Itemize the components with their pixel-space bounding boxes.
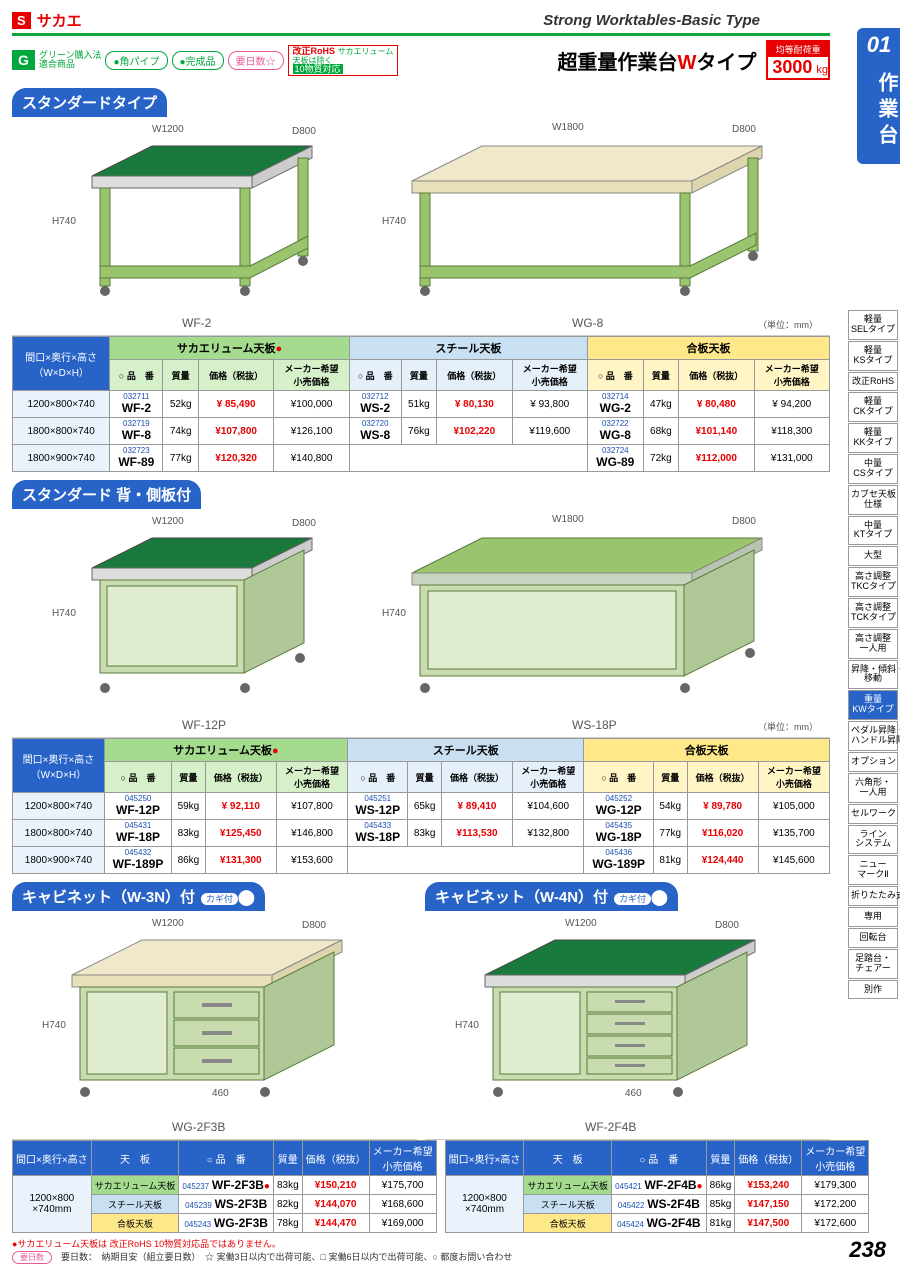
side-nav-item[interactable]: 大型: [848, 546, 898, 566]
dim-label: 460: [212, 1088, 229, 1099]
side-nav-item[interactable]: 回転台: [848, 928, 898, 948]
side-nav-item[interactable]: ペダル昇降・ ハンドル昇降: [848, 721, 898, 751]
side-nav-item[interactable]: 中量 KTタイプ: [848, 516, 898, 546]
model-label: WG-2F3B: [172, 1120, 225, 1134]
side-nav-item[interactable]: 中量 CSタイプ: [848, 454, 898, 484]
dim-label: W1200: [152, 516, 184, 527]
section1-table: 間口×奥行×高さ （W×D×H）サカエリューム天板●スチール天板合板天板○ 品 …: [12, 336, 830, 472]
side-nav-item[interactable]: 高さ調整 一人用: [848, 629, 898, 659]
side-nav-item[interactable]: オプション: [848, 752, 898, 772]
section3-left-image: W1200 D800 H740 460 WG-2F3B: [12, 910, 417, 1140]
dim-label: W1200: [152, 124, 184, 135]
dim-label: H740: [42, 1020, 66, 1031]
side-tab: 01 作業台: [857, 28, 900, 164]
section3-right-image: W1200 D800 H740 460 WF-2F4B: [425, 910, 830, 1140]
footnote-1: ●サカエリューム天板は 改正RoHS 10物質対応品ではありません。: [12, 1237, 830, 1250]
dim-label: D800: [302, 920, 326, 931]
side-nav-item[interactable]: 軽量 SELタイプ: [848, 310, 898, 340]
model-label: WG-8: [572, 316, 603, 330]
section3-right-table: 間口×奥行×高さ天 板○ 品 番質量価格（税抜）メーカー希望 小売価格1200×…: [445, 1140, 870, 1233]
dim-label: H740: [455, 1020, 479, 1031]
side-nav-item[interactable]: ニュー マークⅡ: [848, 855, 898, 885]
side-nav-item[interactable]: 専用: [848, 907, 898, 927]
section3-right-title: キャビネット（W-4N）付カギ付⬤: [425, 882, 678, 911]
section2-title: スタンダード 背・側板付: [12, 480, 201, 509]
side-nav-item[interactable]: セルワーク: [848, 804, 898, 824]
dim-label: W1800: [552, 122, 584, 133]
workbench-wg8-icon: [392, 136, 792, 316]
tab-number: 01: [857, 28, 900, 62]
model-label: WF-12P: [182, 718, 226, 732]
model-label: WF-2: [182, 316, 211, 330]
model-label: WF-2F4B: [585, 1120, 636, 1134]
side-nav-item[interactable]: カブセ天板 仕様: [848, 485, 898, 515]
section3-left-title: キャビネット（W-3N）付カギ付⬤: [12, 882, 265, 911]
side-nav-item[interactable]: 軽量 CKタイプ: [848, 392, 898, 422]
workbench-wf2-icon: [72, 136, 332, 316]
workbench-wf12p-icon: [72, 528, 332, 718]
load-capacity: 均等耐荷重 3000kg: [766, 40, 830, 80]
side-nav-item[interactable]: 改正RoHS: [848, 372, 898, 392]
logo-text: サカエ: [37, 10, 82, 31]
badge-pipe: ●角パイプ: [105, 51, 167, 70]
dim-label: D800: [732, 124, 756, 135]
unit-note: （単位：mm）: [758, 318, 818, 331]
side-nav-item[interactable]: 軽量 KKタイプ: [848, 423, 898, 453]
dim-label: H740: [382, 608, 406, 619]
dim-label: W1200: [565, 918, 597, 929]
dim-label: D800: [292, 126, 316, 137]
workbench-wg2f3b-icon: [52, 930, 362, 1120]
badge-days: 要日数☆: [228, 51, 284, 70]
header: S サカエ Strong Worktables-Basic Type: [12, 10, 830, 31]
model-label: WS-18P: [572, 718, 617, 732]
logo-icon: S: [12, 12, 31, 29]
green-badge-icon: G: [12, 50, 35, 70]
side-nav-item[interactable]: 重量 KWタイプ: [848, 690, 898, 720]
dim-label: D800: [292, 518, 316, 529]
dim-label: H740: [52, 216, 76, 227]
dim-label: D800: [715, 920, 739, 931]
page-title: 超重量作業台Wタイプ: [557, 46, 756, 75]
section1-images: W1200 D800 H740 WF-2 W1800 D800 H740 WG-…: [12, 116, 830, 336]
footnote-2: 要日数 要日数： 納期目安（組立要日数） ☆ 実働3日以内で出荷可能、□ 実働6…: [12, 1250, 830, 1263]
green-badge-text: グリーン購入法 適合商品: [39, 51, 102, 69]
section3-left-table: 間口×奥行×高さ天 板○ 品 番質量価格（税抜）メーカー希望 小売価格1200×…: [12, 1140, 437, 1233]
subtitle: Strong Worktables-Basic Type: [543, 12, 760, 29]
workbench-ws18p-icon: [392, 528, 792, 718]
side-nav-item[interactable]: 高さ調整 TKCタイプ: [848, 567, 898, 597]
side-nav-item[interactable]: 折りたたみ式: [848, 886, 898, 906]
side-nav-item[interactable]: 別作: [848, 980, 898, 1000]
side-nav-item[interactable]: 昇降・傾斜・ 移動: [848, 660, 898, 690]
workbench-wf2f4b-icon: [465, 930, 775, 1120]
dim-label: 460: [625, 1088, 642, 1099]
side-nav: 軽量 SELタイプ軽量 KSタイプ改正RoHS軽量 CKタイプ軽量 KKタイプ中…: [848, 310, 898, 999]
page-number: 238: [849, 1237, 886, 1263]
badge-complete: ●完成品: [172, 51, 224, 70]
side-nav-item[interactable]: 足踏台・ チェアー: [848, 949, 898, 979]
dim-label: H740: [52, 608, 76, 619]
section2-table: 間口×奥行×高さ （W×D×H）サカエリューム天板●スチール天板合板天板○ 品 …: [12, 738, 830, 874]
section1-title: スタンダードタイプ: [12, 88, 167, 117]
unit-note: （単位：mm）: [758, 720, 818, 733]
dim-label: W1800: [552, 514, 584, 525]
dim-label: D800: [732, 516, 756, 527]
rohs-badge: 改正RoHS サカエリューム 天板は除く 10物質対応: [288, 45, 399, 76]
divider: [12, 33, 830, 36]
side-nav-item[interactable]: ライン システム: [848, 825, 898, 855]
side-nav-item[interactable]: 軽量 KSタイプ: [848, 341, 898, 371]
section2-images: W1200 D800 H740 WF-12P W1800 D800 H740 W…: [12, 508, 830, 738]
side-nav-item[interactable]: 高さ調整 TCKタイプ: [848, 598, 898, 628]
badge-row: G グリーン購入法 適合商品 ●角パイプ ●完成品 要日数☆ 改正RoHS サカ…: [12, 40, 830, 80]
dim-label: W1200: [152, 918, 184, 929]
dim-label: H740: [382, 216, 406, 227]
tab-label: 作業台: [857, 62, 900, 164]
side-nav-item[interactable]: 六角形・ 一人用: [848, 773, 898, 803]
